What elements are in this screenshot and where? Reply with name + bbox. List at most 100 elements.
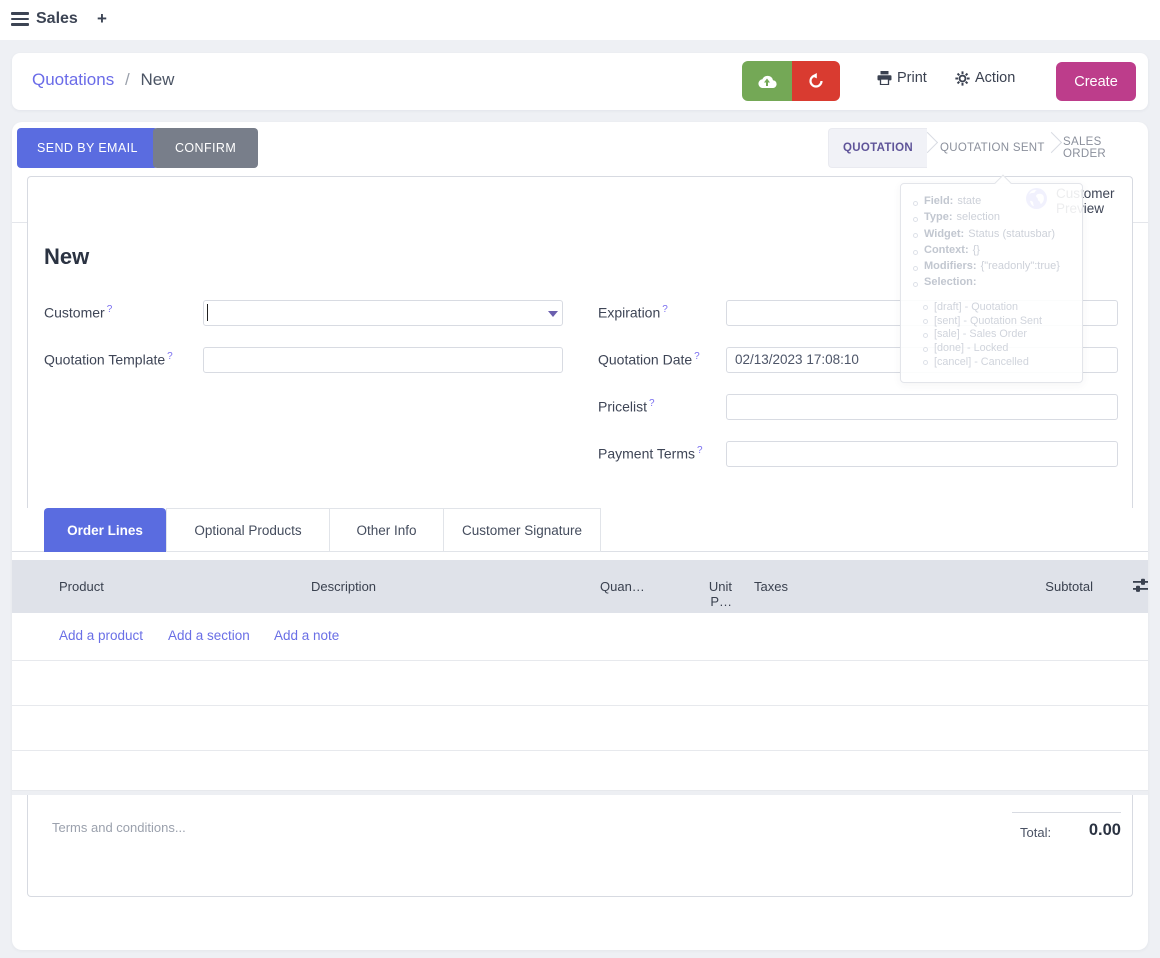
bullet-icon bbox=[923, 332, 928, 338]
tooltip-selection-item: [draft] - Quotation bbox=[919, 301, 1074, 315]
table-footer-band bbox=[12, 791, 1148, 795]
tooltip-item: Selection: bbox=[909, 276, 1074, 292]
field-help-icon[interactable]: ? bbox=[649, 398, 655, 409]
statusbar-border bbox=[12, 222, 28, 223]
add-a-section-link[interactable]: Add a section bbox=[168, 628, 250, 643]
total-divider bbox=[1012, 812, 1121, 813]
text-cursor bbox=[207, 304, 208, 321]
dropdown-caret-icon[interactable] bbox=[548, 311, 558, 317]
save-button[interactable] bbox=[742, 61, 792, 101]
stage-quotation-sent[interactable]: QUOTATION SENT bbox=[940, 128, 1045, 168]
field-debug-tooltip: Field: state Type: selection Widget: Sta… bbox=[900, 174, 1083, 383]
gear-icon bbox=[955, 70, 970, 86]
column-taxes[interactable]: Taxes bbox=[754, 579, 788, 594]
pricelist-label: Pricelist? bbox=[598, 398, 655, 415]
tooltip-selection-item: [sale] - Sales Order bbox=[919, 328, 1074, 342]
optional-columns-button[interactable] bbox=[1132, 577, 1149, 594]
undo-icon bbox=[809, 73, 823, 88]
breadcrumb-current: New bbox=[140, 70, 175, 89]
customer-label: Customer? bbox=[44, 304, 113, 321]
tooltip-item: Widget: Status (statusbar) bbox=[909, 228, 1074, 244]
cloud-upload-icon bbox=[758, 75, 777, 88]
tab-optional-products[interactable]: Optional Products bbox=[166, 508, 330, 552]
field-help-icon[interactable]: ? bbox=[694, 351, 700, 362]
tooltip-selection-item: [cancel] - Cancelled bbox=[919, 356, 1074, 370]
bullet-icon bbox=[913, 282, 918, 288]
bullet-icon bbox=[913, 200, 918, 206]
form-sheet-footer bbox=[27, 795, 1133, 897]
tooltip-selection-list: [draft] - Quotation [sent] - Quotation S… bbox=[919, 301, 1074, 370]
column-description[interactable]: Description bbox=[311, 579, 377, 594]
action-label: Action bbox=[975, 70, 1016, 86]
add-a-note-link[interactable]: Add a note bbox=[274, 628, 340, 643]
field-help-icon[interactable]: ? bbox=[662, 304, 668, 315]
quotation-template-label: Quotation Template? bbox=[44, 351, 173, 368]
app-menu-sales[interactable]: Sales bbox=[36, 10, 78, 27]
tab-other-info[interactable]: Other Info bbox=[329, 508, 444, 552]
breadcrumb: Quotations / New bbox=[32, 70, 174, 90]
field-help-icon[interactable]: ? bbox=[697, 445, 703, 456]
order-lines-header: Product Description Quan… Unit P… Taxes … bbox=[12, 560, 1148, 613]
tooltip-item: Modifiers: {"readonly":true} bbox=[909, 260, 1074, 276]
bullet-icon bbox=[913, 233, 918, 239]
customer-input[interactable] bbox=[203, 300, 563, 326]
top-navbar: Sales + bbox=[0, 0, 1160, 40]
breadcrumb-separator: / bbox=[124, 70, 130, 89]
record-title: New bbox=[44, 244, 90, 269]
tooltip-selection-item: [done] - Locked bbox=[919, 342, 1074, 356]
add-row: Add a product Add a section Add a note bbox=[12, 613, 1148, 661]
bullet-icon bbox=[913, 249, 918, 255]
printer-icon bbox=[877, 71, 892, 85]
notebook-tabs: Order Lines Optional Products Other Info… bbox=[12, 508, 1148, 552]
expiration-label: Expiration? bbox=[598, 304, 668, 321]
table-row bbox=[12, 751, 1148, 791]
field-help-icon[interactable]: ? bbox=[106, 304, 113, 315]
bullet-icon bbox=[913, 216, 918, 222]
confirm-button[interactable]: CONFIRM bbox=[153, 128, 259, 168]
tooltip-item: Type: selection bbox=[909, 211, 1074, 227]
table-row bbox=[12, 661, 1148, 706]
hamburger-menu-icon[interactable] bbox=[11, 12, 29, 26]
breadcrumb-quotations-link[interactable]: Quotations bbox=[32, 70, 115, 89]
bullet-icon bbox=[923, 360, 928, 366]
total-label: Total: bbox=[1020, 825, 1052, 840]
table-row bbox=[12, 706, 1148, 751]
stage-sales-order-label: SALES ORDER bbox=[1063, 136, 1107, 160]
print-button[interactable]: Print bbox=[877, 70, 927, 86]
column-quantity[interactable]: Quan… bbox=[600, 579, 645, 594]
bullet-icon bbox=[923, 305, 928, 311]
tab-customer-signature[interactable]: Customer Signature bbox=[443, 508, 601, 552]
tooltip-selection-item: [sent] - Quotation Sent bbox=[919, 315, 1074, 329]
column-product[interactable]: Product bbox=[59, 579, 104, 594]
form-view: SEND BY EMAIL CONFIRM QUOTATION QUOTATIO… bbox=[12, 122, 1148, 950]
payment-terms-label: Payment Terms? bbox=[598, 445, 703, 462]
payment-terms-input[interactable] bbox=[726, 441, 1118, 467]
stage-sales-order[interactable]: SALES ORDER bbox=[1063, 128, 1148, 168]
quotation-template-input[interactable] bbox=[203, 347, 563, 373]
bullet-icon bbox=[923, 318, 928, 324]
sliders-icon bbox=[1133, 578, 1148, 592]
send-by-email-button[interactable]: SEND BY EMAIL bbox=[17, 128, 158, 168]
create-button[interactable]: Create bbox=[1056, 62, 1136, 101]
plus-icon[interactable]: + bbox=[97, 9, 107, 28]
column-subtotal[interactable]: Subtotal bbox=[1045, 579, 1093, 594]
print-label: Print bbox=[897, 70, 927, 86]
add-a-product-link[interactable]: Add a product bbox=[59, 628, 144, 643]
tab-order-lines[interactable]: Order Lines bbox=[44, 508, 166, 552]
quotation-date-label: Quotation Date? bbox=[598, 351, 700, 368]
total-value: 0.00 bbox=[1088, 821, 1121, 839]
action-button[interactable]: Action bbox=[955, 70, 1015, 86]
control-panel: Quotations / New Print bbox=[12, 53, 1148, 110]
tooltip-item: Context: {} bbox=[909, 244, 1074, 260]
field-help-icon[interactable]: ? bbox=[167, 351, 173, 362]
terms-textarea[interactable]: Terms and conditions... bbox=[52, 820, 186, 835]
bullet-icon bbox=[913, 265, 918, 271]
stage-quotation-label: QUOTATION bbox=[843, 142, 913, 154]
stage-quotation[interactable]: QUOTATION bbox=[828, 128, 927, 168]
stage-quotation-sent-label: QUOTATION SENT bbox=[940, 142, 1045, 154]
pricelist-input[interactable] bbox=[726, 394, 1118, 420]
discard-button[interactable] bbox=[792, 61, 840, 101]
tooltip-item: Field: state bbox=[909, 195, 1074, 211]
bullet-icon bbox=[923, 346, 928, 352]
column-unit-price[interactable]: Unit P… bbox=[708, 579, 732, 609]
